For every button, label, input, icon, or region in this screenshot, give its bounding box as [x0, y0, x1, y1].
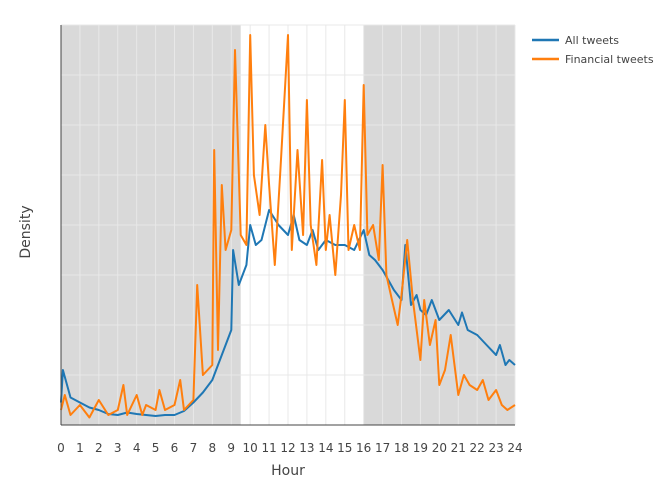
legend-label-all-tweets[interactable]: All tweets: [565, 34, 619, 47]
x-tick-label-10: 10: [243, 441, 258, 455]
x-tick-label-17: 17: [375, 441, 390, 455]
x-tick-label-6: 6: [171, 441, 179, 455]
x-tick-label-21: 21: [451, 441, 466, 455]
x-tick-label-7: 7: [190, 441, 198, 455]
y-axis-title: Density: [18, 205, 34, 258]
x-tick-label-22: 22: [470, 441, 485, 455]
x-tick-label-15: 15: [337, 441, 352, 455]
x-tick-label-14: 14: [318, 441, 333, 455]
x-tick-label-2: 2: [95, 441, 103, 455]
x-tick-label-20: 20: [432, 441, 447, 455]
x-tick-label-5: 5: [152, 441, 160, 455]
legend[interactable]: All tweets Financial tweets: [532, 34, 654, 66]
series-line-financial-tweets: [60, 34, 516, 419]
x-tick-label-3: 3: [114, 441, 122, 455]
x-tick-label-1: 1: [76, 441, 84, 455]
x-tick-label-23: 23: [488, 441, 503, 455]
series-layer: [60, 34, 516, 419]
x-tick-label-19: 19: [413, 441, 428, 455]
x-tick-label-4: 4: [133, 441, 141, 455]
series-line-all-tweets: [60, 209, 516, 417]
x-tick-label-18: 18: [394, 441, 409, 455]
axis-layer: [60, 25, 515, 426]
x-tick-label-24: 24: [507, 441, 522, 455]
x-tick-label-13: 13: [299, 441, 314, 455]
grid-layer: [60, 24, 516, 425]
x-tick-label-16: 16: [356, 441, 371, 455]
legend-label-financial-tweets[interactable]: Financial tweets: [565, 53, 654, 66]
x-axis-title: Hour: [271, 463, 305, 479]
x-tick-label-9: 9: [227, 441, 235, 455]
x-tick-label-11: 11: [261, 441, 276, 455]
x-tick-labels: 0 1 2 3 4 5 6 7 8 9 10 11 12 13 14 15 16 17 18 19 20 21 22 23 24: [57, 441, 522, 455]
x-tick-label-8: 8: [209, 441, 217, 455]
x-tick-label-12: 12: [280, 441, 295, 455]
x-tick-label-0: 0: [57, 441, 65, 455]
